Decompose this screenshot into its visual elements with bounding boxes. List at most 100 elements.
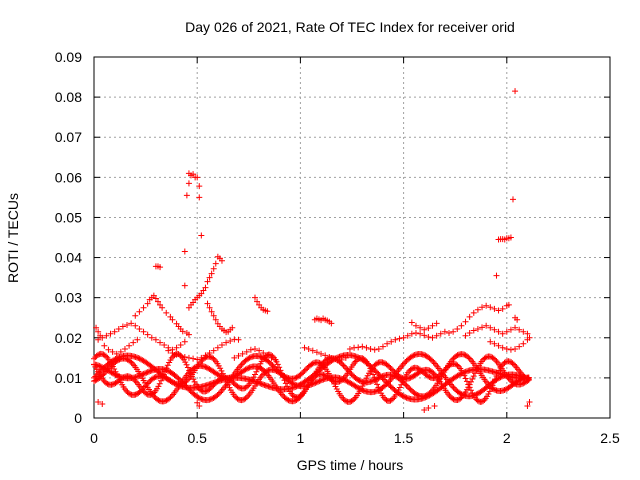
data-point [392,336,399,343]
data-point [324,356,331,363]
data-point [486,388,493,395]
data-point [135,355,142,362]
data-point [485,391,492,398]
data-point [256,347,263,354]
data-point [372,368,379,375]
data-point [182,379,189,386]
data-point [337,359,344,366]
data-point [524,330,531,337]
data-point [177,341,184,348]
data-point [187,388,194,395]
data-point [470,327,477,334]
data-point [386,363,393,370]
data-point [462,318,469,325]
data-point [229,324,236,331]
data-point [107,364,114,371]
data-point [150,390,157,397]
data-point [406,375,413,382]
data-point [185,354,192,361]
data-point [480,398,487,405]
data-point [421,351,428,358]
data-point [148,334,155,341]
data-point [467,387,474,394]
data-point [446,392,453,399]
data-point [431,402,438,409]
data-point [198,358,205,365]
y-tick-label: 0.05 [55,209,82,225]
data-point [317,377,324,384]
data-point [490,355,497,362]
data-point [231,354,238,361]
data-point [190,171,197,178]
y-tick-label: 0.03 [55,290,82,306]
data-point [243,394,250,401]
data-point [466,355,473,362]
data-point [97,332,104,339]
data-point [507,326,514,333]
data-point [107,330,114,337]
data-point [158,377,165,384]
data-point [487,338,494,345]
data-point [144,380,151,387]
data-point [235,352,242,359]
data-point [196,194,203,201]
data-point [277,367,284,374]
data-point [495,328,502,335]
data-point [196,183,203,190]
data-point [167,394,174,401]
data-point [203,364,210,371]
data-point [469,375,476,382]
data-point [185,331,192,338]
data-point [403,382,410,389]
data-point [174,374,181,381]
data-point [441,367,448,374]
data-point [215,390,222,397]
y-tick-label: 0.02 [55,330,82,346]
data-point [250,374,257,381]
data-point [491,305,498,312]
data-point [384,340,391,347]
data-point [212,260,219,267]
y-tick-label: 0.09 [55,49,82,65]
data-point [159,304,166,311]
data-point [175,375,182,382]
data-point [482,354,489,361]
data-point [449,383,456,390]
data-point [251,294,258,301]
data-point [412,391,419,398]
data-point [387,364,394,371]
y-tick-labels: 0 0.01 0.02 0.03 0.04 0.05 0.06 0.07 0.08 0.09 [55,49,82,426]
data-point [408,330,415,337]
data-point [474,325,481,332]
data-point [132,312,139,319]
data-point [109,363,116,370]
y-tick-label: 0.07 [55,129,82,145]
data-point [146,368,153,375]
data-point [374,360,381,367]
data-point [188,373,195,380]
data-point [204,300,211,307]
data-point [274,361,281,368]
data-point [509,360,516,367]
data-point [96,362,103,369]
data-point [380,359,387,366]
data-point [198,387,205,394]
data-point [95,398,102,405]
data-point [318,350,325,357]
data-point [346,346,353,353]
data-point [509,196,516,203]
data-point [218,367,225,374]
data-point [465,354,472,361]
data-point [204,278,211,285]
data-point [524,402,531,409]
data-point [462,375,469,382]
data-point [144,300,151,307]
data-point [300,369,307,376]
data-point [116,356,123,363]
data-point [212,316,219,323]
data-point [129,375,136,382]
data-point [273,358,280,365]
data-point [183,361,190,368]
data-point [133,354,140,361]
data-point [155,397,162,404]
